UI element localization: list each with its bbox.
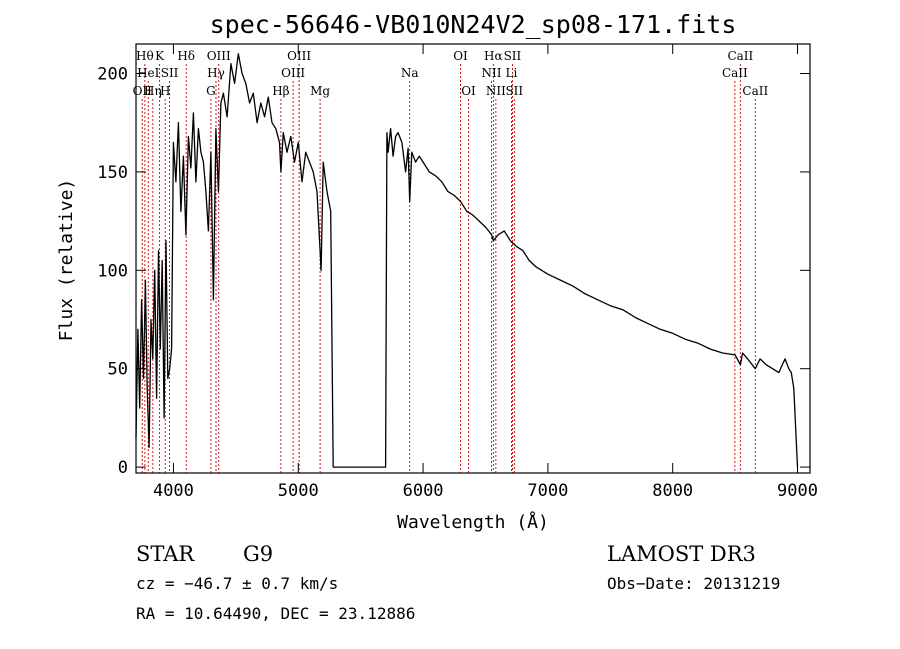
x-axis-ticks: 4000 5000 6000 7000 8000 9000 xyxy=(153,44,818,501)
spectral-line-label: Na xyxy=(401,66,419,80)
object-subclass: G9 xyxy=(243,542,273,566)
spectral-line-label: SII xyxy=(504,49,522,63)
spectral-line-label: NII xyxy=(481,66,501,80)
spectral-line-label: Hη xyxy=(144,84,162,98)
spectral-line-label: G xyxy=(206,84,216,98)
x-tick-label: 8000 xyxy=(652,481,693,501)
y-axis-label: Flux (relative) xyxy=(56,179,77,342)
y-tick-label: 50 xyxy=(108,360,128,380)
chart-title: spec-56646-VB010N24V2_sp08-171.fits xyxy=(210,10,737,39)
spectral-line-label: CaII xyxy=(722,66,748,80)
redshift-cz: cz = −46.7 ± 0.7 km/s xyxy=(136,574,338,593)
spectral-line-label: H xyxy=(160,84,170,98)
y-tick-label: 150 xyxy=(97,163,128,183)
x-axis-label: Wavelength (Å) xyxy=(397,511,549,533)
y-tick-label: 200 xyxy=(97,65,128,85)
spectral-line-label: OIII xyxy=(287,49,311,63)
y-axis-ticks: 0 50 100 150 200 xyxy=(97,65,810,478)
plot-frame xyxy=(135,43,811,474)
spectral-line-labels: OII Hθ HeI Hη K H SII Hδ G Hγ OIII Hβ OIII OIII Mg Na OI… xyxy=(133,49,769,98)
y-tick-label: 0 xyxy=(118,458,128,478)
spectral-line-label: NII xyxy=(486,84,506,98)
spectral-line-label: SII xyxy=(161,66,179,80)
spectral-line-label: Mg xyxy=(310,84,330,98)
spectral-line-label: OI xyxy=(453,49,468,63)
spectral-line-label: Hγ xyxy=(207,66,225,80)
x-tick-label: 6000 xyxy=(403,481,444,501)
spectral-line-label: OIII xyxy=(207,49,231,63)
x-tick-label: 4000 xyxy=(153,481,194,501)
spectral-line-markers xyxy=(141,64,756,473)
spectral-line-label: Hθ xyxy=(136,49,154,63)
y-tick-label: 100 xyxy=(97,261,128,281)
spectral-line-label: Hδ xyxy=(177,49,195,63)
survey-name: LAMOST DR3 xyxy=(607,542,756,566)
spectral-line-label: OI xyxy=(461,84,476,98)
observation-date: Obs−Date: 20131219 xyxy=(607,574,780,593)
spectral-line-label: Hβ xyxy=(272,84,289,98)
spectral-line-label: K xyxy=(155,49,165,63)
spectral-line-label: Hα xyxy=(484,49,503,63)
spectral-line-label: CaII xyxy=(742,84,768,98)
x-tick-label: 7000 xyxy=(527,481,568,501)
x-tick-label: 9000 xyxy=(777,481,818,501)
spectral-line-label: Li xyxy=(506,66,518,80)
spectral-line-label: OII xyxy=(133,84,153,98)
spectrum-line xyxy=(135,53,799,468)
coordinates: RA = 10.64490, DEC = 23.12886 xyxy=(136,604,415,623)
object-class: STAR xyxy=(136,542,195,566)
spectral-line-label: CaII xyxy=(727,49,753,63)
spectral-line-label: HeI xyxy=(137,66,160,80)
spectral-line-label: OIII xyxy=(281,66,305,80)
x-tick-label: 5000 xyxy=(278,481,319,501)
spectral-line-label: SII xyxy=(505,84,523,98)
